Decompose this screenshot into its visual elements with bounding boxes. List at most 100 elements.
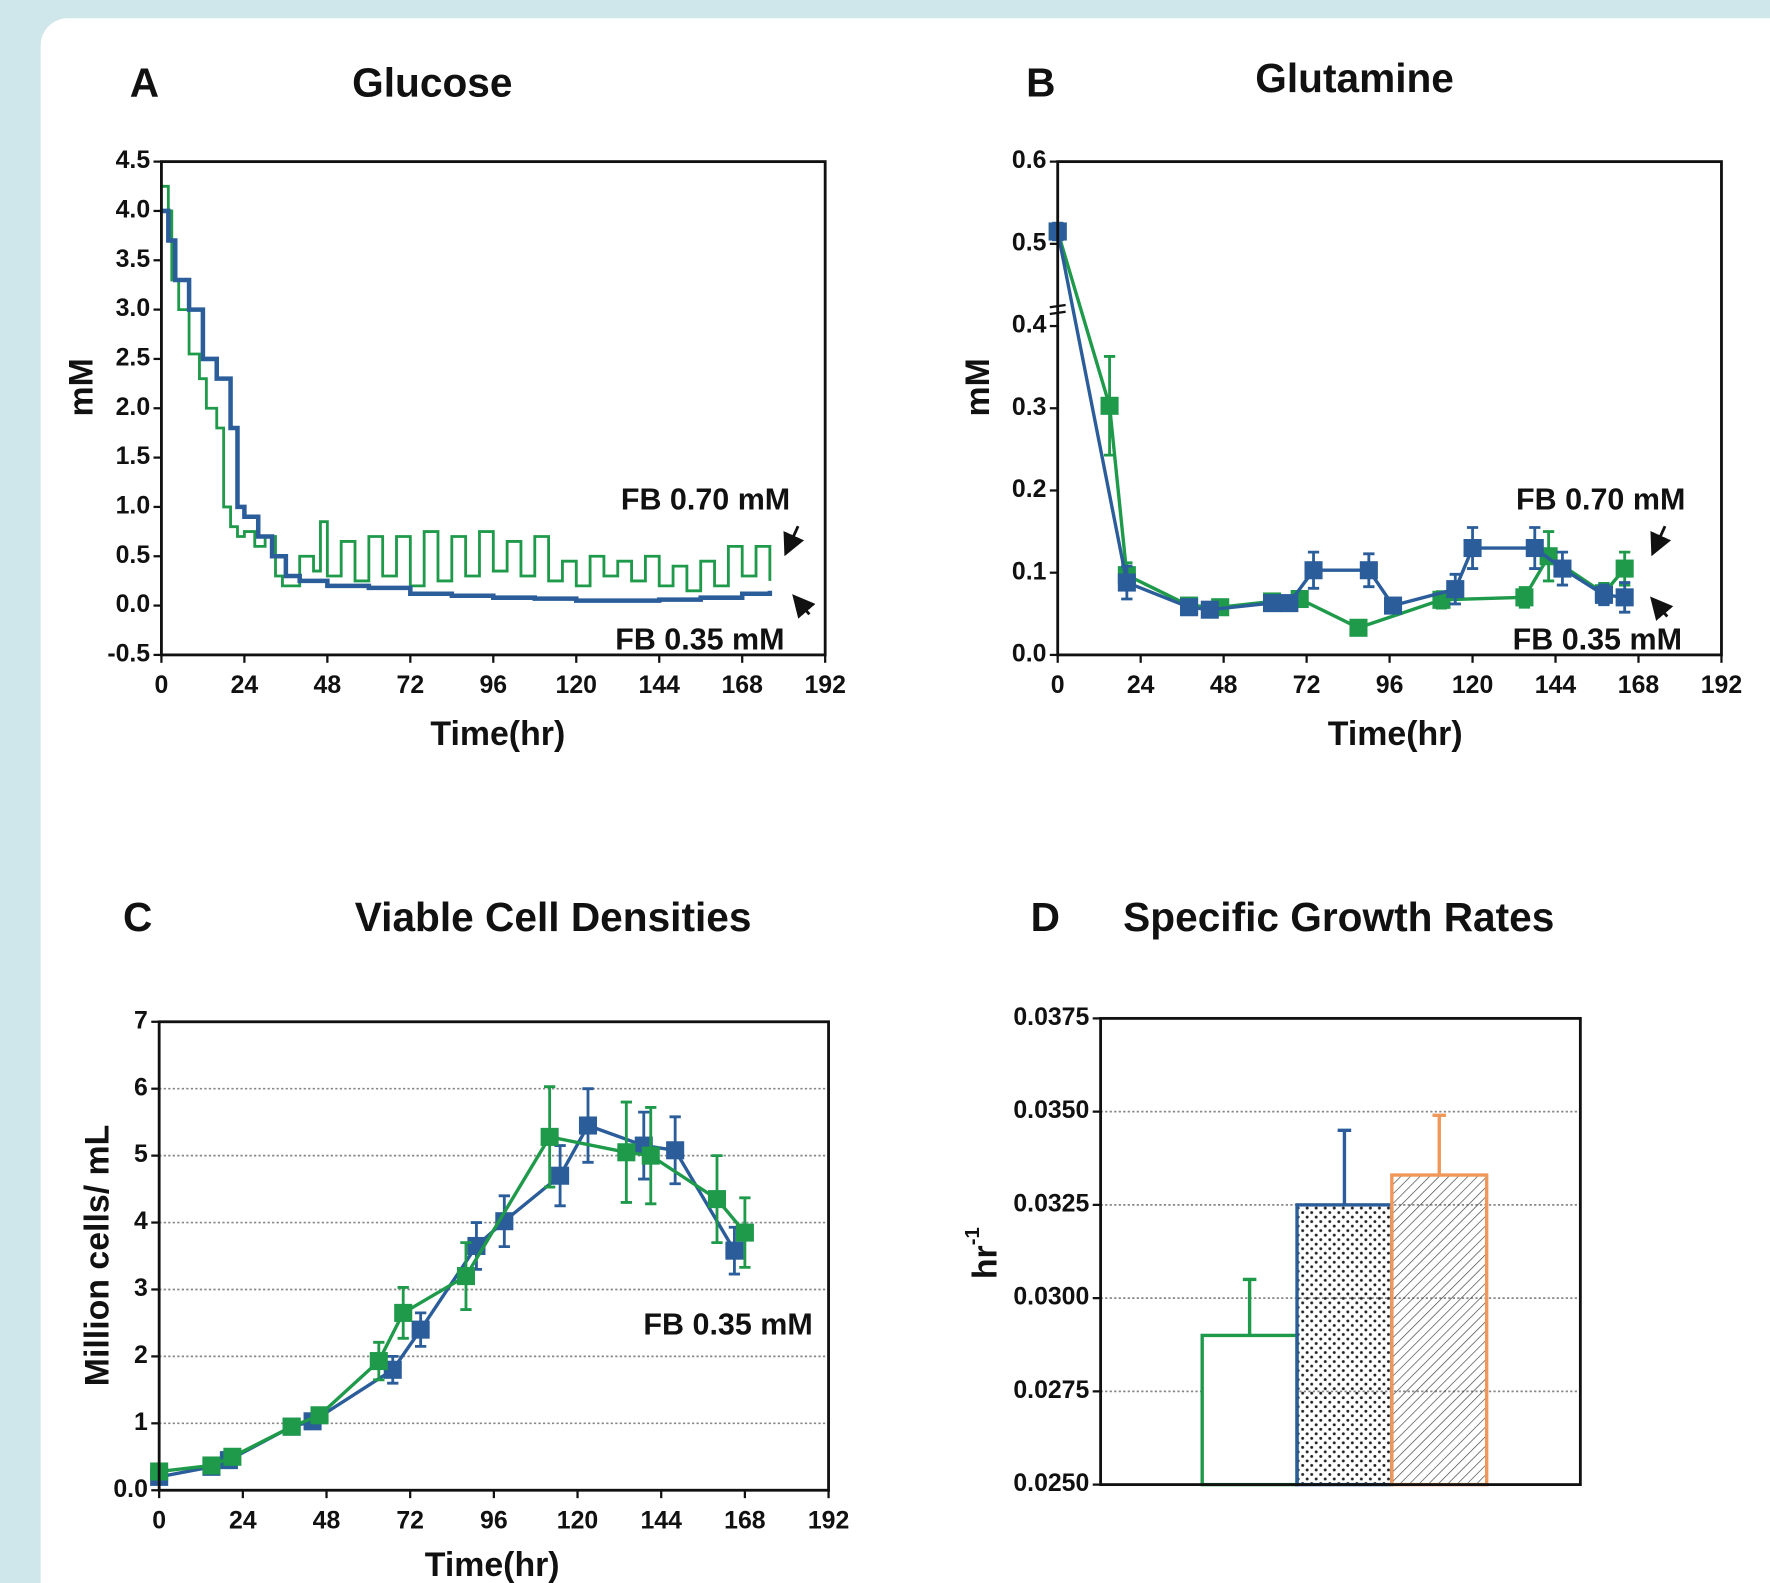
- y-tick-label: 0.0250: [1013, 1470, 1089, 1497]
- y-axis-label: hr-1: [963, 1227, 1005, 1279]
- marker: [1525, 539, 1544, 558]
- y-tick-label: 0.0: [1012, 640, 1047, 667]
- marker: [735, 1223, 754, 1242]
- annotation-arrow: [783, 525, 805, 557]
- marker: [411, 1320, 430, 1339]
- bar: [1390, 1173, 1489, 1487]
- y-axis-label: mM: [62, 358, 100, 416]
- y-tick-label: 0.5: [116, 542, 151, 569]
- x-tick-label: 144: [1535, 672, 1577, 699]
- chart-title: Specific Growth Rates: [1123, 894, 1554, 940]
- marker: [617, 1143, 636, 1162]
- y-tick-label: 0.0: [113, 1476, 148, 1503]
- plot-frame: [157, 1020, 830, 1492]
- y-axis-label-base: hr: [967, 1245, 1005, 1279]
- y-axis-label-base: mM: [959, 358, 997, 416]
- x-tick-label: 144: [639, 672, 681, 699]
- marker: [1446, 580, 1465, 599]
- marker: [1304, 561, 1323, 580]
- x-axis-label: Time(hr): [430, 715, 565, 753]
- y-tick-label: 3.0: [116, 295, 151, 322]
- panel-letter: B: [1026, 60, 1055, 106]
- annotation: FB 0.70 mM: [1516, 482, 1685, 516]
- y-tick-label: -0.5: [107, 640, 150, 667]
- bar: [1295, 1203, 1394, 1487]
- y-tick-label: 4.5: [116, 147, 151, 174]
- x-tick-label: 72: [1293, 672, 1321, 699]
- y-tick-label: 0.6: [1012, 147, 1047, 174]
- annotation: FB 0.35 mM: [615, 622, 784, 656]
- marker: [383, 1360, 402, 1379]
- marker: [578, 1116, 598, 1135]
- marker: [707, 1190, 727, 1209]
- error-bar: [1337, 1128, 1352, 1205]
- marker: [1117, 573, 1136, 592]
- x-tick-label: 120: [556, 672, 597, 699]
- series-line: [161, 184, 772, 593]
- y-tick-label: 0.0300: [1013, 1284, 1089, 1311]
- y-axis-label: mM: [959, 358, 997, 416]
- annotation: FB 0.70 mM: [621, 482, 790, 516]
- panel-letter: C: [123, 894, 152, 940]
- x-tick-label: 192: [1701, 672, 1742, 699]
- plot-frame: [160, 160, 827, 657]
- marker: [394, 1303, 413, 1322]
- marker: [1463, 539, 1482, 558]
- x-tick-label: 0: [1051, 672, 1065, 699]
- error-bar: [1432, 1113, 1447, 1176]
- marker: [1615, 588, 1634, 607]
- marker: [202, 1456, 221, 1475]
- y-axis-label: Million cells/ mL: [78, 1125, 116, 1387]
- y-tick-label: 1: [134, 1409, 148, 1436]
- annotation-arrow: [1650, 596, 1674, 621]
- marker: [666, 1141, 685, 1160]
- y-tick-label: 5: [134, 1141, 148, 1168]
- annotation-arrow: [1650, 525, 1672, 557]
- y-axis-label-base: Million cells/ mL: [78, 1125, 116, 1387]
- annotation: FB 0.35 mM: [643, 1308, 812, 1342]
- marker: [1200, 600, 1219, 619]
- marker: [456, 1267, 476, 1286]
- x-tick-label: 72: [396, 1507, 424, 1534]
- marker: [1615, 559, 1634, 578]
- x-tick-label: 48: [314, 672, 342, 699]
- error-bar: [1242, 1277, 1257, 1336]
- marker: [1384, 596, 1403, 615]
- x-tick-label: 168: [721, 672, 763, 699]
- marker: [1349, 618, 1368, 637]
- panel-letter: A: [130, 60, 159, 106]
- x-tick-label: 48: [1210, 672, 1238, 699]
- marker: [310, 1406, 329, 1425]
- marker: [551, 1166, 570, 1185]
- y-tick-label: 2.5: [116, 344, 151, 371]
- marker: [540, 1127, 559, 1146]
- x-tick-label: 0: [155, 672, 169, 699]
- x-tick-label: 120: [1452, 672, 1493, 699]
- series-line: [161, 208, 773, 603]
- marker: [1553, 559, 1572, 578]
- x-tick-label: 192: [804, 672, 845, 699]
- y-tick-label: 7: [134, 1007, 148, 1034]
- annotation-arrow: [792, 594, 816, 619]
- x-tick-label: 120: [557, 1507, 598, 1534]
- y-tick-label: 4.0: [116, 197, 151, 224]
- marker: [223, 1447, 242, 1466]
- y-tick-label: 0.0: [116, 591, 151, 618]
- marker: [641, 1146, 660, 1165]
- plot-frame: [1056, 160, 1723, 657]
- y-tick-label: 3: [134, 1275, 148, 1302]
- x-tick-label: 96: [479, 672, 507, 699]
- y-tick-label: 2.0: [116, 394, 151, 421]
- x-tick-label: 24: [231, 672, 259, 699]
- y-tick-label: 2: [134, 1342, 148, 1369]
- y-tick-label: 0.4: [1012, 312, 1047, 339]
- marker: [1280, 594, 1299, 613]
- y-tick-label: 0.3: [1012, 394, 1047, 421]
- chart-title: Glutamine: [1255, 55, 1454, 101]
- marker: [725, 1241, 744, 1260]
- y-tick-label: 0.1: [1012, 558, 1047, 585]
- chart-title: Viable Cell Densities: [355, 894, 752, 940]
- x-tick-label: 168: [724, 1507, 766, 1534]
- y-tick-label: 0.0350: [1013, 1097, 1089, 1124]
